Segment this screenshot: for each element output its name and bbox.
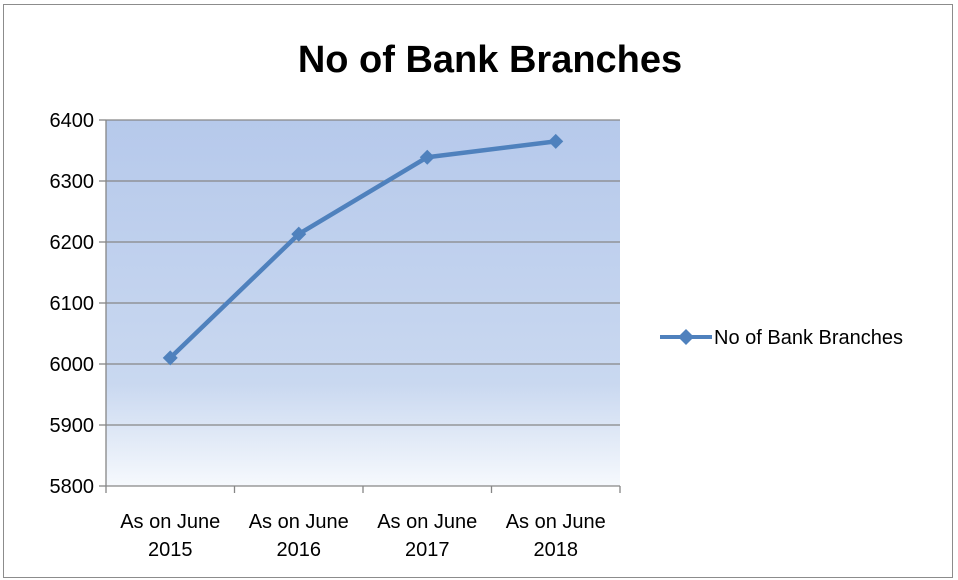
data-point-marker bbox=[548, 133, 564, 149]
chart-title: No of Bank Branches bbox=[298, 39, 682, 81]
x-tick-label: As on June 2018 bbox=[506, 511, 606, 561]
x-tick-label: As on June 2016 bbox=[249, 511, 349, 561]
legend-diamond-marker-icon bbox=[678, 329, 694, 345]
data-point-marker bbox=[291, 226, 307, 242]
gridlines bbox=[106, 119, 620, 487]
data-point-marker bbox=[162, 350, 178, 366]
x-axis-tick-labels: As on June 2015 As on June 2016 As on June 20… bbox=[120, 511, 606, 561]
data-point-marker bbox=[419, 149, 435, 165]
y-tick-label: 6300 bbox=[50, 171, 95, 193]
series-layer bbox=[162, 133, 564, 366]
x-tick-label: As on June 2015 bbox=[120, 511, 220, 561]
y-tick-label: 5900 bbox=[50, 415, 95, 437]
series-line bbox=[168, 139, 558, 361]
y-tick-label: 6200 bbox=[50, 232, 95, 254]
y-axis-tick-labels: 5800 5900 6000 6100 6200 6300 6400 bbox=[50, 110, 95, 498]
legend-label: No of Bank Branches bbox=[714, 327, 903, 349]
legend: No of Bank Branches bbox=[660, 327, 903, 349]
axes bbox=[99, 119, 621, 493]
y-tick-label: 6000 bbox=[50, 354, 95, 376]
y-tick-label: 5800 bbox=[50, 476, 95, 498]
y-tick-label: 6400 bbox=[50, 110, 95, 132]
y-tick-label: 6100 bbox=[50, 293, 95, 315]
x-tick-label: As on June 2017 bbox=[377, 511, 477, 561]
